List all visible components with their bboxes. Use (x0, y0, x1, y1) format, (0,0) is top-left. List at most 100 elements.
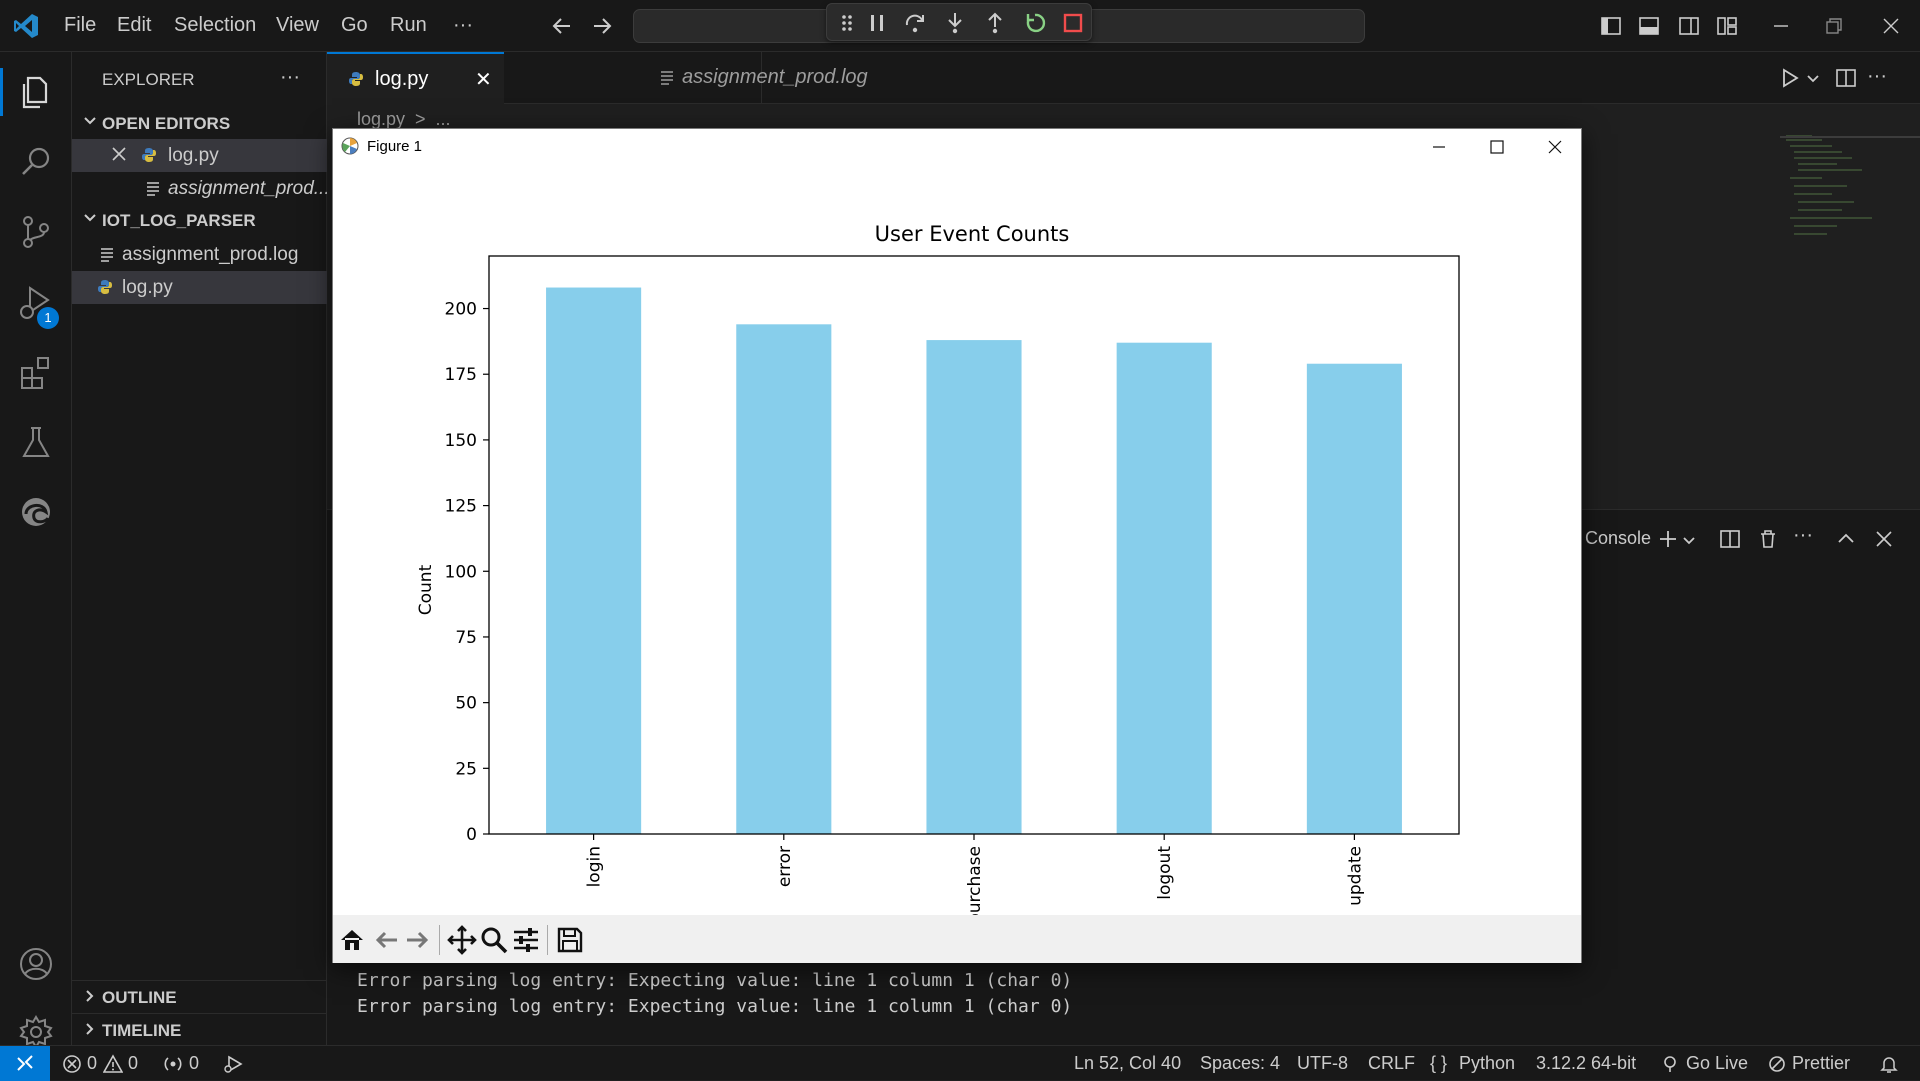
menu-go[interactable]: Go (341, 14, 368, 36)
y-tick-label: 100 (445, 562, 477, 582)
restore-window-icon[interactable] (1823, 15, 1845, 37)
extensions-icon[interactable] (14, 350, 58, 394)
open-editors-header[interactable]: OPEN EDITORS (72, 108, 327, 141)
customize-layout-icon[interactable] (1716, 15, 1738, 37)
testing-flask-icon[interactable] (14, 420, 58, 464)
outline-label: OUTLINE (102, 988, 177, 1007)
go-live-button[interactable]: Go Live (1686, 1053, 1749, 1073)
warning-count[interactable]: 0 (128, 1053, 139, 1073)
figure-maximize-icon[interactable] (1487, 137, 1507, 157)
panel-more-icon[interactable]: ··· (1793, 524, 1813, 546)
tab-label: assignment_prod.log (682, 66, 868, 88)
toggle-secondary-sidebar-icon[interactable] (1678, 15, 1700, 37)
editor-more-icon[interactable]: ··· (1867, 65, 1887, 87)
run-file-icon[interactable] (1779, 67, 1801, 89)
menu-view[interactable]: View (276, 14, 319, 36)
python-interpreter[interactable]: 3.12.2 64-bit (1536, 1053, 1637, 1073)
prettier-icon[interactable] (1768, 1055, 1786, 1073)
remote-indicator[interactable] (0, 1046, 50, 1081)
restart-icon[interactable] (1023, 11, 1047, 35)
breadcrumb[interactable]: log.py > ... (357, 109, 451, 129)
close-editor-icon[interactable] (110, 145, 128, 163)
menu-file[interactable]: File (64, 14, 97, 36)
trash-icon[interactable] (1757, 528, 1779, 550)
explorer-sidebar: EXPLORER ··· OPEN EDITORS log.py assignm… (72, 52, 330, 1046)
menu-run[interactable]: Run (390, 14, 427, 36)
toggle-sidebar-icon[interactable] (1600, 15, 1622, 37)
ports-count[interactable]: 0 (189, 1053, 200, 1073)
pan-move-icon[interactable] (447, 925, 477, 955)
broadcast-icon[interactable] (1661, 1055, 1679, 1073)
minimap[interactable] (1782, 132, 1882, 242)
accounts-icon[interactable] (14, 942, 58, 986)
save-figure-icon[interactable] (555, 925, 585, 955)
forward-arrow-icon[interactable] (590, 14, 614, 38)
error-count[interactable]: 0 (87, 1053, 98, 1073)
file-label: assignment_prod.log (122, 244, 299, 265)
source-control-icon[interactable] (14, 210, 58, 254)
stop-icon[interactable] (1061, 11, 1085, 35)
file-item-assignment-log[interactable]: assignment_prod.log (72, 238, 327, 271)
outline-header[interactable]: OUTLINE (72, 980, 327, 1013)
run-debug-icon[interactable] (14, 280, 58, 324)
figure-title-bar[interactable]: Figure 1 (333, 129, 1581, 164)
x-tick-label: error (775, 846, 795, 887)
close-panel-icon[interactable] (1873, 528, 1895, 550)
explorer-more-button[interactable]: ··· (280, 66, 300, 88)
toggle-panel-icon[interactable] (1638, 15, 1660, 37)
warning-icon[interactable] (103, 1054, 123, 1074)
file-item-log-py[interactable]: log.py (72, 271, 327, 304)
split-terminal-icon[interactable] (1719, 528, 1741, 550)
timeline-header[interactable]: TIMELINE (72, 1013, 327, 1046)
figure-minimize-icon[interactable] (1429, 137, 1449, 157)
tab-log-py[interactable]: log.py ✕ (327, 52, 504, 104)
encoding[interactable]: UTF-8 (1297, 1053, 1348, 1073)
line-ending[interactable]: CRLF (1368, 1053, 1416, 1073)
maximize-panel-icon[interactable] (1835, 528, 1857, 550)
zoom-icon[interactable] (479, 925, 509, 955)
prettier-status[interactable]: Prettier (1792, 1053, 1851, 1073)
bar-login (546, 287, 642, 834)
matplotlib-logo-icon (341, 137, 359, 155)
open-editor-item-log-py[interactable]: log.py (72, 139, 327, 172)
step-over-icon[interactable] (903, 11, 927, 35)
folder-header[interactable]: IOT_LOG_PARSER (72, 205, 327, 238)
add-terminal-icon[interactable] (1657, 528, 1679, 550)
home-icon[interactable] (337, 925, 367, 955)
figure-close-icon[interactable] (1545, 137, 1565, 157)
minimize-window-icon[interactable] (1770, 15, 1792, 37)
language-mode[interactable]: Python (1459, 1053, 1516, 1073)
debug-console-tab[interactable]: Console (1585, 528, 1652, 548)
figure-window-title: Figure 1 (367, 138, 423, 155)
edge-devtools-icon[interactable] (14, 490, 58, 534)
open-editor-item-assignment-log[interactable]: assignment_prod... (72, 172, 330, 205)
close-window-icon[interactable] (1880, 15, 1902, 37)
step-into-icon[interactable] (943, 11, 967, 35)
run-dropdown-icon[interactable] (1805, 70, 1821, 86)
forward-arrow-icon[interactable] (403, 925, 433, 955)
minimap-slider[interactable] (1780, 136, 1920, 138)
pause-icon[interactable] (865, 11, 889, 35)
debug-session-icon[interactable] (222, 1054, 244, 1074)
menu-selection[interactable]: Selection (174, 14, 257, 36)
error-icon[interactable] (62, 1054, 82, 1074)
terminal-dropdown-icon[interactable] (1681, 532, 1697, 548)
ports-icon[interactable] (162, 1054, 184, 1074)
step-out-icon[interactable] (983, 11, 1007, 35)
cursor-position[interactable]: Ln 52, Col 40 (1074, 1053, 1182, 1073)
back-arrow-icon[interactable] (371, 925, 401, 955)
indentation[interactable]: Spaces: 4 (1200, 1053, 1281, 1073)
tab-assignment-log[interactable]: assignment_prod.log (504, 52, 868, 104)
configure-subplots-icon[interactable] (511, 925, 541, 955)
explorer-icon[interactable] (14, 70, 58, 114)
back-arrow-icon[interactable] (550, 14, 574, 38)
text-file-icon (98, 245, 116, 263)
menu-more[interactable]: ··· (453, 14, 473, 36)
drag-handle-icon[interactable] (835, 11, 859, 35)
split-editor-icon[interactable] (1835, 67, 1857, 89)
chart-title: User Event Counts (875, 222, 1070, 246)
notifications-bell-icon[interactable] (1880, 1055, 1898, 1073)
tab-close-button[interactable]: ✕ (475, 69, 492, 91)
search-icon[interactable] (14, 140, 58, 184)
menu-edit[interactable]: Edit (117, 14, 152, 36)
